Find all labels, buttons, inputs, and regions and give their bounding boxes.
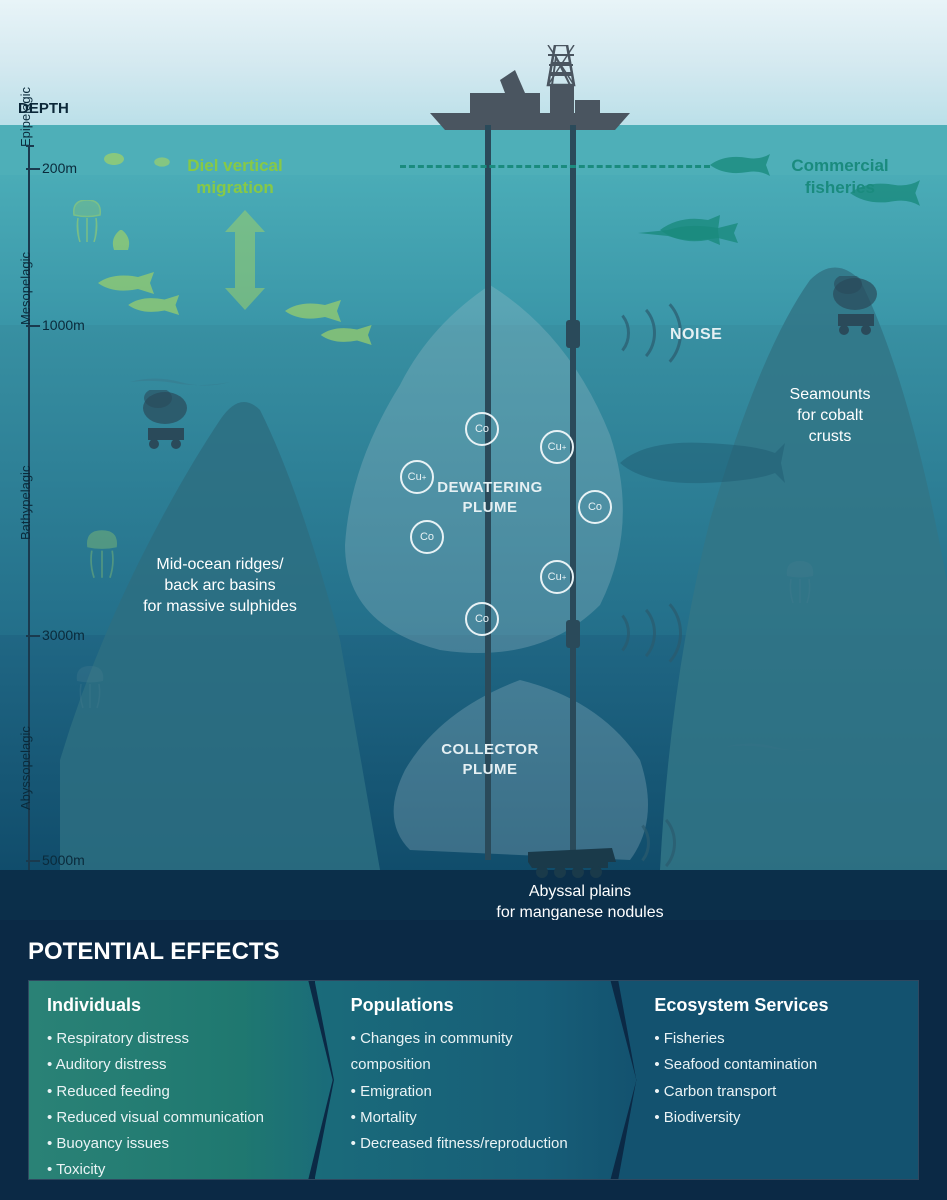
seamount-left — [60, 380, 380, 870]
depth-zone-tick — [26, 635, 34, 637]
effects-column: Individuals Respiratory distressAuditory … — [29, 981, 333, 1179]
fish-icon — [320, 325, 376, 345]
effects-item: Reduced visual communication — [47, 1105, 293, 1131]
ridges-label: Mid-ocean ridges/back arc basinsfor mass… — [120, 555, 320, 617]
effects-column: Ecosystem Services FisheriesSeafood conta… — [618, 981, 918, 1179]
jellyfish-icon — [785, 560, 815, 604]
depth-zone-name: Mesopelagic — [18, 252, 33, 325]
element-circle: Cu+ — [540, 560, 574, 594]
fish-icon — [285, 300, 345, 322]
ridge-vehicle-icon — [130, 390, 200, 450]
effects-grid: Individuals Respiratory distressAuditory … — [28, 980, 919, 1180]
effects-item: Mortality — [351, 1105, 597, 1131]
effects-panel: POTENTIAL EFFECTS Individuals Respiratory… — [0, 920, 947, 1200]
dewatering-label: DEWATERINGPLUME — [420, 478, 560, 517]
effects-item: Changes in community composition — [351, 1026, 597, 1079]
effects-item: Fisheries — [654, 1026, 900, 1052]
depth-tick — [26, 860, 40, 862]
depth-zone-name: Abyssopelagic — [18, 726, 33, 810]
jellyfish-icon — [85, 530, 119, 578]
eel-icon — [130, 375, 230, 389]
element-circle: Co — [465, 412, 499, 446]
eel-icon — [720, 740, 830, 754]
effects-item: Carbon transport — [654, 1079, 900, 1105]
noise-label: NOISE — [670, 325, 722, 346]
depth-zone-tick — [26, 168, 34, 170]
effects-item: Emigration — [351, 1079, 597, 1105]
noise-arc-icon — [620, 810, 676, 876]
element-circle: Cu+ — [540, 430, 574, 464]
effects-column: Populations Changes in community composit… — [315, 981, 637, 1179]
effects-item: Seafood contamination — [654, 1052, 900, 1078]
depth-zone-tick — [26, 145, 34, 147]
effects-item: Buoyancy issues — [47, 1131, 293, 1157]
effects-item: Reduced feeding — [47, 1079, 293, 1105]
depth-zone-name: Epipelagic — [18, 87, 33, 147]
collector-vehicle-icon — [520, 840, 620, 880]
whale-icon — [615, 435, 785, 490]
migration-arrow-icon — [225, 210, 265, 310]
effects-item: Toxicity — [47, 1157, 293, 1183]
collector-label: COLLECTORPLUME — [430, 740, 550, 779]
effects-item: Auditory distress — [47, 1052, 293, 1078]
depth-tick-label: 200m — [42, 160, 77, 176]
effects-column-title: Populations — [351, 995, 597, 1016]
depth-tick-label: 3000m — [42, 627, 85, 643]
effects-item: Decreased fitness/reproduction — [351, 1131, 597, 1157]
fish-icon — [128, 295, 183, 315]
swordfish-icon — [638, 218, 748, 248]
pipe-node-icon — [566, 620, 580, 648]
mining-ship-icon — [420, 45, 640, 130]
depth-tick-label: 1000m — [42, 317, 85, 333]
jellyfish-icon — [75, 665, 105, 709]
plankton-icon — [150, 155, 174, 169]
effects-item: Biodiversity — [654, 1105, 900, 1131]
seamount-vehicle-icon — [820, 276, 890, 336]
effects-column-title: Individuals — [47, 995, 293, 1016]
noise-arc-icon — [610, 592, 682, 674]
jellyfish-icon — [72, 200, 102, 242]
ocean-diagram: CoCu+Cu+CoCoCu+Co Diel verticalmigration… — [0, 0, 947, 920]
element-circle: Co — [410, 520, 444, 554]
fisheries-label: Commercialfisheries — [780, 155, 900, 199]
effects-item: Respiratory distress — [47, 1026, 293, 1052]
seamounts-label: Seamountsfor cobaltcrusts — [770, 385, 890, 447]
riser-pipe-right — [570, 125, 576, 860]
squid-icon — [110, 230, 146, 260]
depth-zone-name: Bathypelagic — [18, 466, 33, 540]
fish-icon — [98, 272, 158, 294]
element-circle: Co — [578, 490, 612, 524]
pipe-node-icon — [566, 320, 580, 348]
depth-zone-tick — [26, 325, 34, 327]
abyssal-label: Abyssal plainsfor manganese nodules — [470, 882, 690, 920]
effects-title: POTENTIAL EFFECTS — [28, 938, 919, 966]
effects-column-title: Ecosystem Services — [654, 995, 900, 1016]
fisheries-link-line — [400, 165, 710, 168]
fish-icon — [710, 154, 770, 176]
element-circle: Co — [465, 602, 499, 636]
depth-tick-label: 5000m — [42, 852, 85, 868]
plankton-icon — [100, 150, 128, 168]
deep-sea-mining-infographic: CoCu+Cu+CoCoCu+Co Diel verticalmigration… — [0, 0, 947, 1200]
migration-label: Diel verticalmigration — [175, 155, 295, 199]
